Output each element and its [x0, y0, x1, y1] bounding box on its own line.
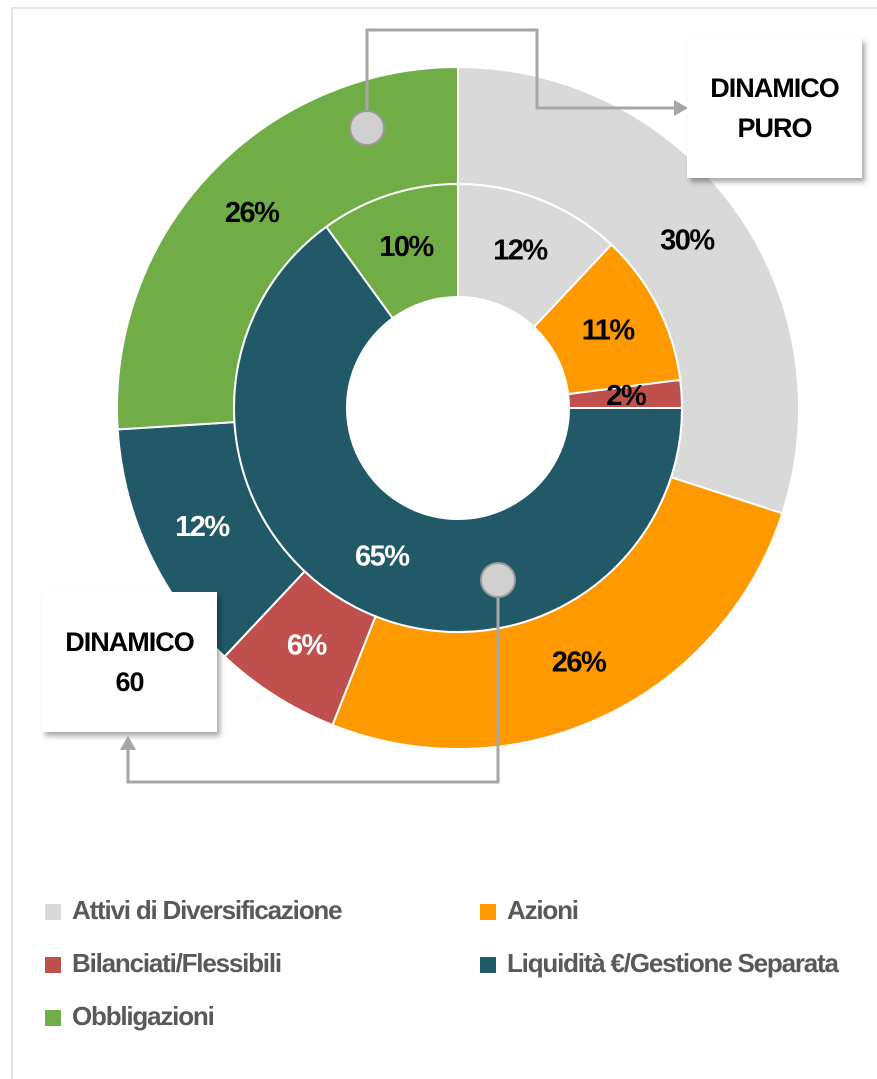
data-label: 65%: [355, 540, 410, 572]
connector: [126, 580, 500, 784]
legend-swatch: [45, 1010, 61, 1026]
data-labels: 30% 26% 6% 12% 26% 12% 11% 2% 65% 10%: [175, 197, 717, 679]
callout: DINAMICO PURO: [687, 38, 862, 178]
legend-swatch: [480, 904, 496, 920]
legend: Attivi di Diversificazione Azioni Bilancia…: [45, 895, 841, 1031]
legend-label: Obbligazioni: [72, 1001, 214, 1031]
connector-dot: [480, 562, 516, 598]
data-label: 12%: [493, 234, 548, 266]
donut-segment: [324, 182, 459, 320]
connector-dot: [349, 110, 385, 146]
callout: DINAMICO 60: [42, 592, 217, 732]
arrow-head: [120, 736, 136, 750]
data-label: 11%: [582, 314, 636, 346]
donut-segment: [233, 225, 684, 633]
data-label: 26%: [552, 647, 607, 679]
data-label: 2%: [606, 380, 647, 412]
arrow-head: [674, 100, 688, 116]
legend-swatch: [480, 957, 496, 973]
connector: [365, 28, 675, 128]
legend-swatch: [45, 957, 61, 973]
data-label: 10%: [379, 231, 434, 263]
legend-label: Bilanciati/Flessibili: [72, 948, 281, 978]
rings: [116, 65, 800, 750]
data-label: 26%: [225, 197, 280, 229]
legend-label: Liquidità €/Gestione Separata: [507, 948, 839, 978]
frame: [11, 7, 877, 1079]
data-label: 12%: [175, 511, 230, 543]
data-label: 30%: [660, 224, 715, 256]
data-label: 6%: [287, 630, 328, 662]
legend-swatch: [45, 904, 61, 920]
legend-label: Azioni: [507, 895, 578, 925]
series-name: DINAMICO 60: [65, 627, 195, 697]
series-name: DINAMICO PURO: [710, 73, 840, 143]
legend-label: Attivi di Diversificazione: [72, 895, 342, 925]
